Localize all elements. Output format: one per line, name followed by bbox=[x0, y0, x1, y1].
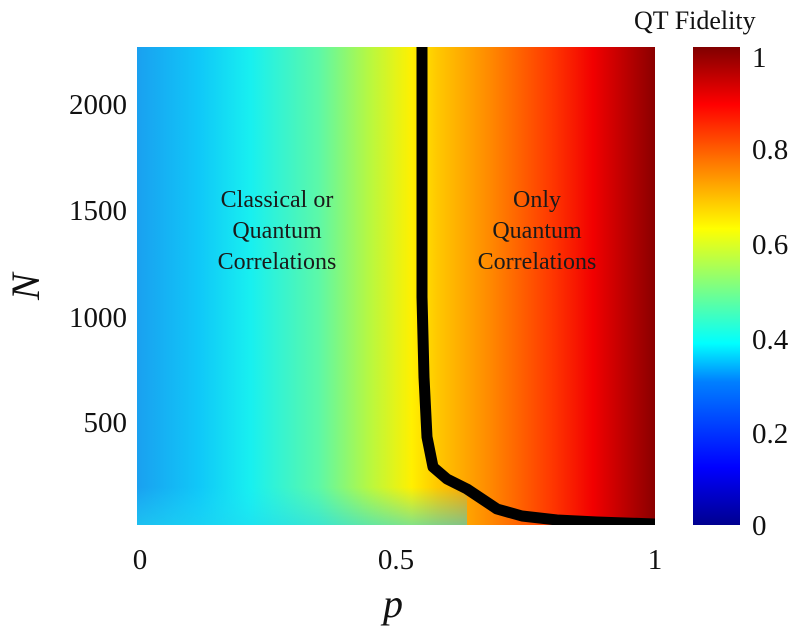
x-axis-label: p bbox=[383, 581, 403, 626]
heatmap-fill bbox=[137, 47, 655, 525]
heatmap-plot-area: Classical or Quantum Correlations Only Q… bbox=[137, 47, 656, 530]
annotation-line: Classical or bbox=[220, 187, 334, 213]
x-tick-0-5: 0.5 bbox=[377, 544, 415, 576]
colorbar-title: QT Fidelity bbox=[634, 6, 756, 35]
colorbar-tick-0-8: 0.8 bbox=[752, 134, 789, 166]
colorbar-tick-1: 1 bbox=[752, 42, 767, 74]
y-tick-1000: 1000 bbox=[69, 302, 127, 334]
annotation-line: Quantum bbox=[492, 218, 582, 244]
annotation-line: Quantum bbox=[232, 218, 322, 244]
y-tick-500: 500 bbox=[83, 407, 128, 439]
annotation-line: Correlations bbox=[477, 249, 597, 275]
x-tick-1: 1 bbox=[647, 544, 663, 576]
colorbar-tick-0-4: 0.4 bbox=[752, 324, 789, 356]
annotation-only-quantum: Only Quantum Correlations bbox=[457, 185, 617, 278]
annotation-line: Only bbox=[513, 187, 561, 213]
heatmap-svg bbox=[137, 47, 656, 530]
colorbar-tick-0: 0 bbox=[752, 510, 767, 542]
colorbar-tick-0-2: 0.2 bbox=[752, 418, 789, 450]
annotation-line: Correlations bbox=[217, 249, 337, 275]
y-axis-label: N bbox=[3, 273, 48, 300]
y-tick-2000: 2000 bbox=[69, 89, 127, 121]
y-tick-1500: 1500 bbox=[69, 195, 127, 227]
x-tick-0: 0 bbox=[132, 544, 148, 576]
boundary-curve bbox=[416, 47, 656, 530]
colorbar bbox=[693, 47, 740, 525]
colorbar-tick-0-6: 0.6 bbox=[752, 229, 789, 261]
annotation-classical-or-quantum: Classical or Quantum Correlations bbox=[197, 185, 357, 278]
